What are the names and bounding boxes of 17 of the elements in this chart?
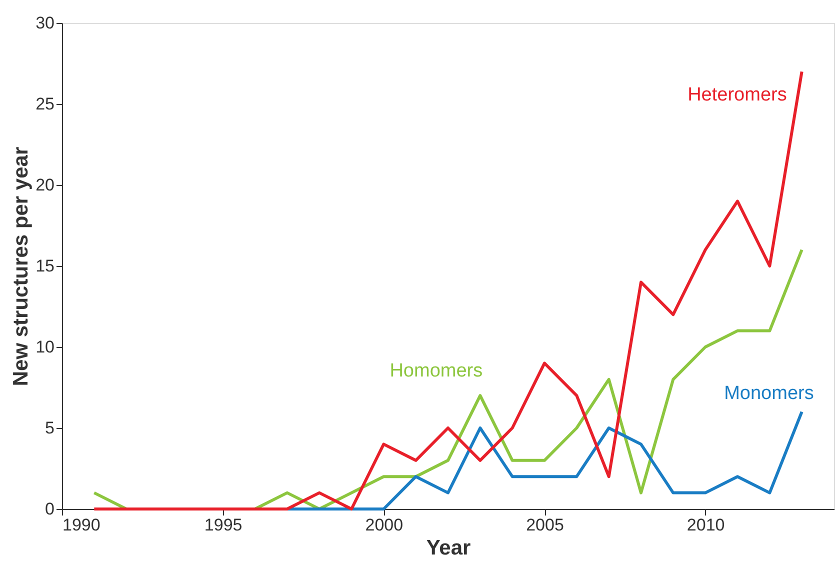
x-tick-label: 2005 bbox=[526, 516, 564, 534]
y-tick-label: 15 bbox=[36, 256, 54, 276]
y-tick-label: 5 bbox=[45, 418, 54, 438]
series-label: Monomers bbox=[724, 382, 814, 404]
y-tick-label: 0 bbox=[45, 500, 54, 518]
x-tick-label: 1990 bbox=[62, 516, 100, 534]
y-tick-label: 10 bbox=[36, 338, 54, 356]
x-axis-title: Year bbox=[426, 536, 471, 560]
x-tick-label: 2010 bbox=[686, 516, 725, 534]
series-label: Homomers bbox=[390, 360, 483, 382]
y-tick-label: 20 bbox=[36, 176, 54, 194]
series-label: Heteromers bbox=[688, 84, 787, 106]
y-tick-label: 25 bbox=[36, 94, 54, 114]
y-axis-title: New structures per year bbox=[10, 146, 33, 386]
x-tick-label: 2000 bbox=[365, 516, 404, 534]
y-tick-label: 30 bbox=[36, 14, 54, 32]
x-tick-label: 1995 bbox=[204, 516, 242, 534]
